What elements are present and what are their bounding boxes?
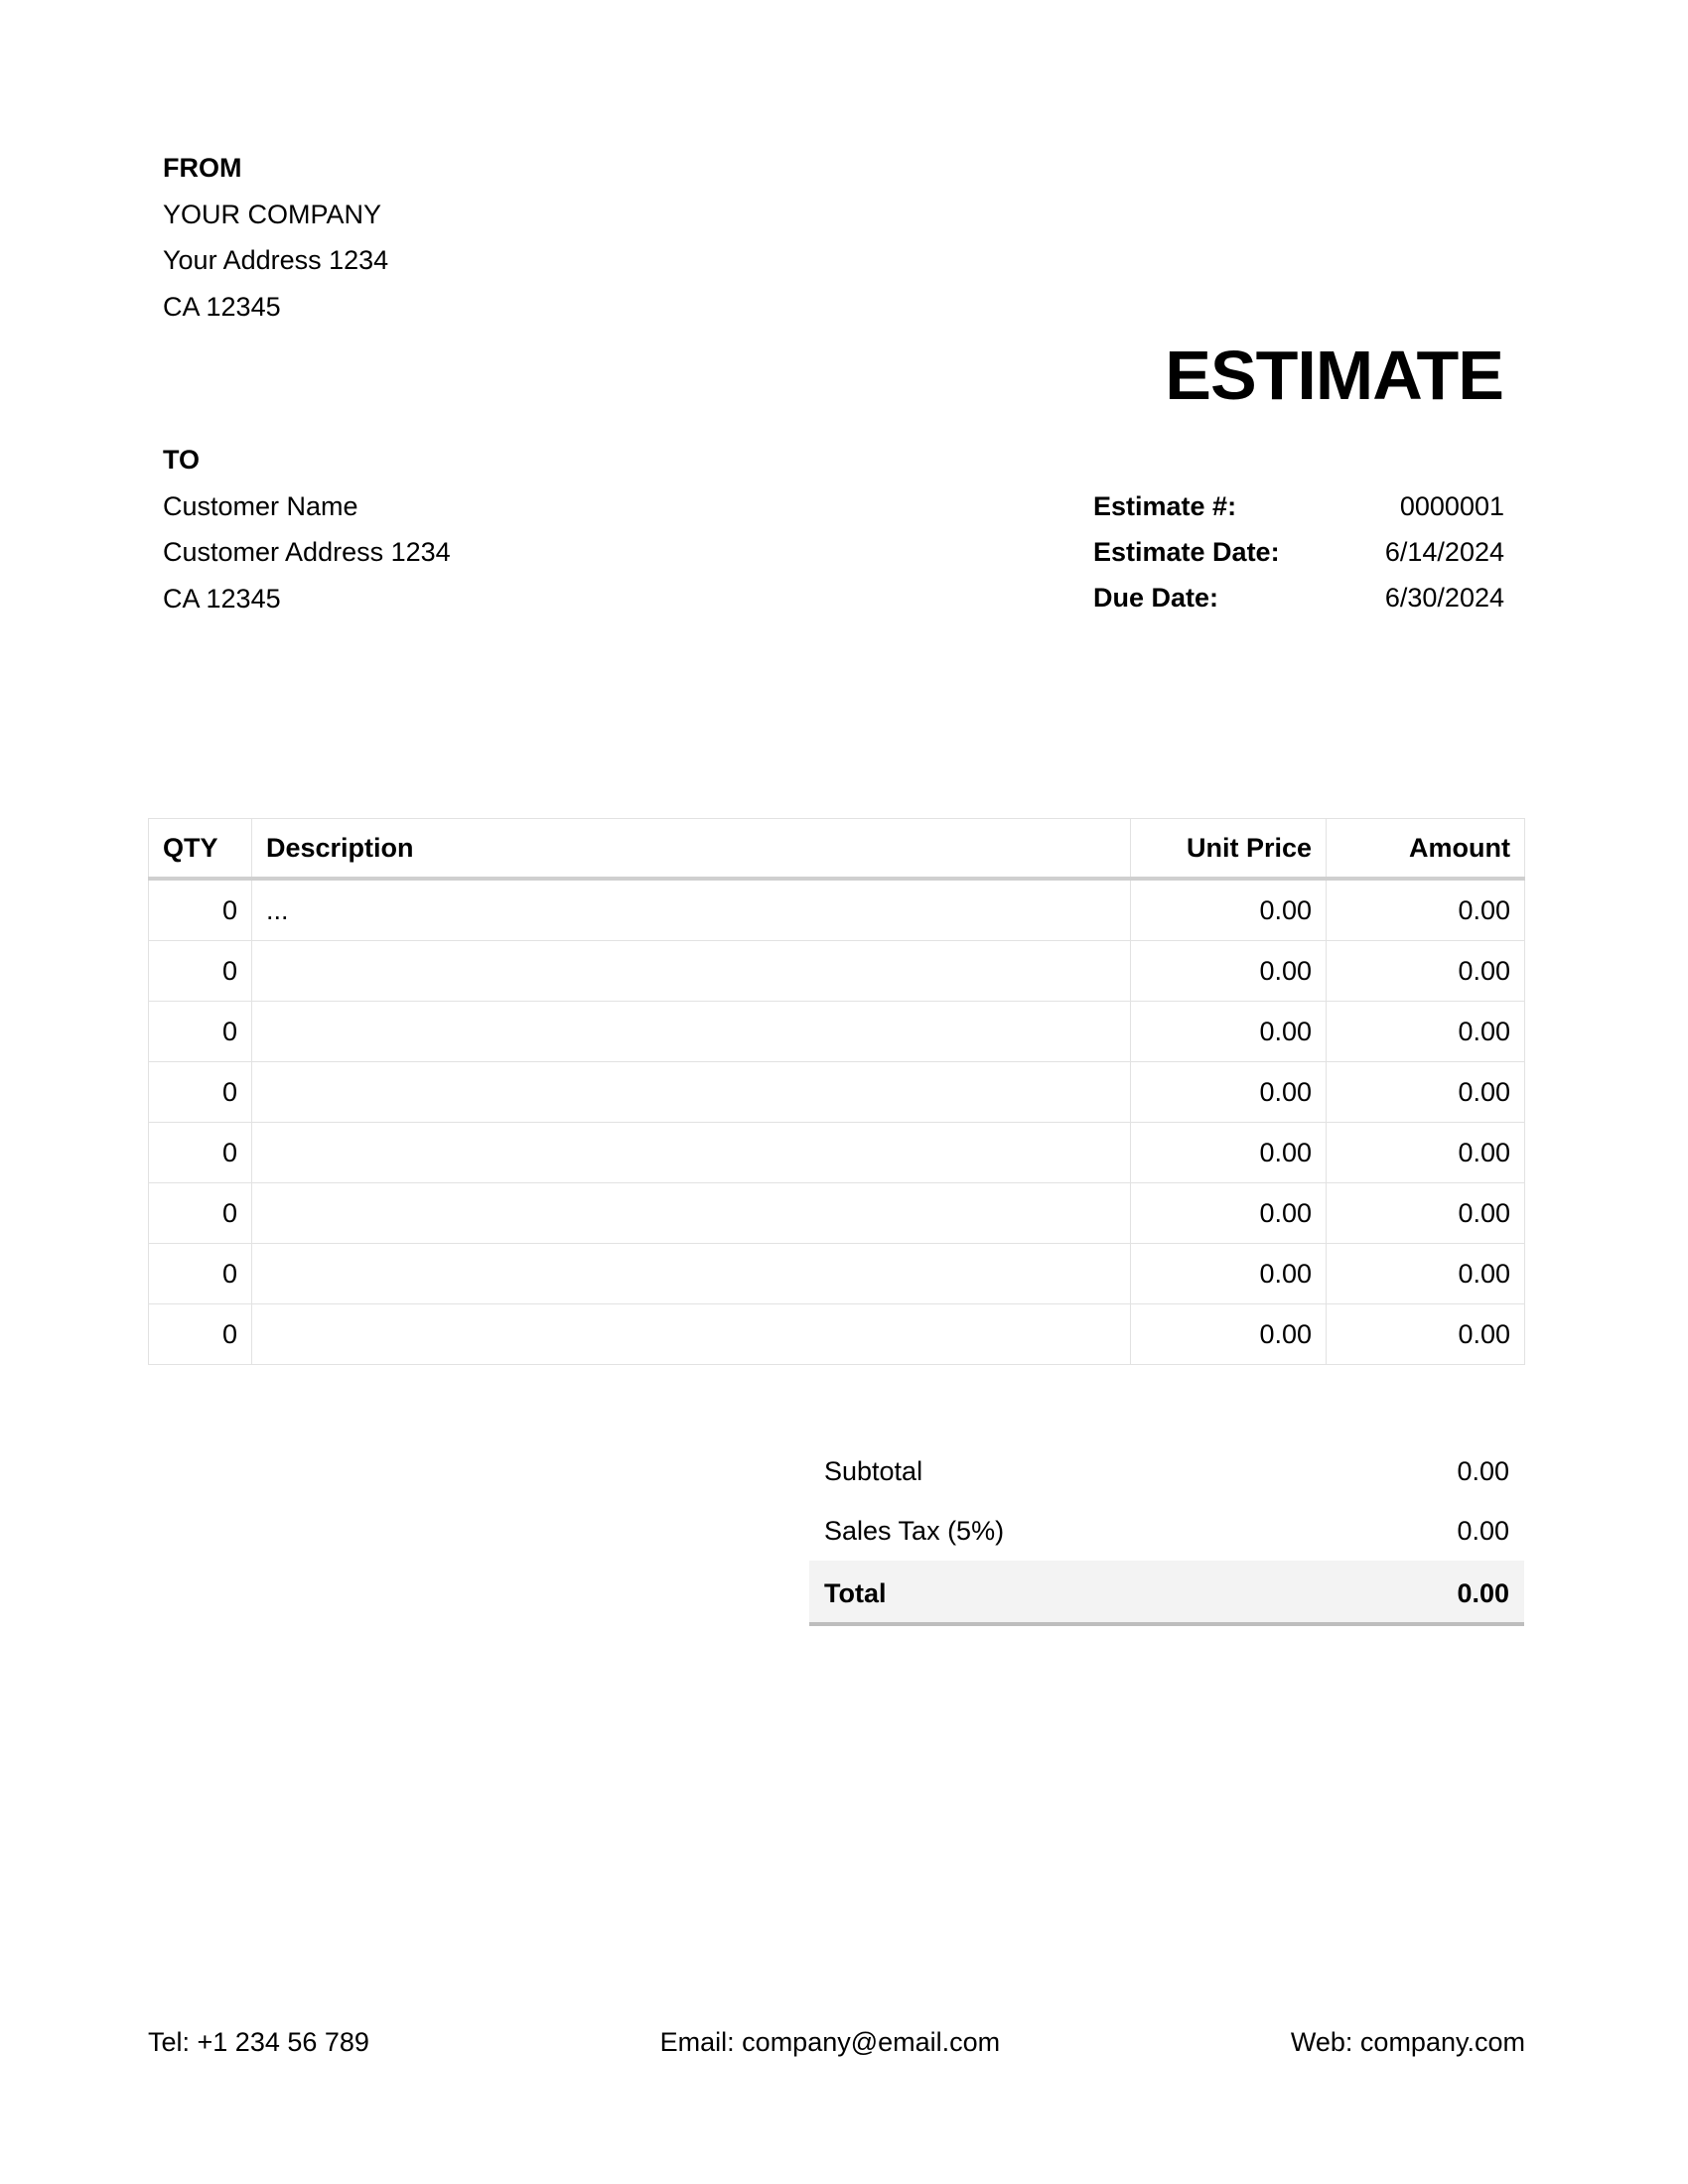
table-row: 0 0.00 0.00 xyxy=(148,940,1525,1002)
table-header-row: QTY Description Unit Price Amount xyxy=(148,818,1525,881)
from-block: FROM YOUR COMPANY Your Address 1234 CA 1… xyxy=(163,145,388,330)
unit-price-cell: 0.00 xyxy=(1130,1001,1328,1062)
footer-web: Web: company.com xyxy=(1290,2027,1525,2057)
footer-email: Email: company@email.com xyxy=(659,2027,1001,2057)
tax-value: 0.00 xyxy=(1457,1516,1509,1546)
amount-cell: 0.00 xyxy=(1326,1061,1525,1123)
subtotal-label: Subtotal xyxy=(824,1456,923,1486)
document-title: ESTIMATE xyxy=(1165,337,1504,414)
meta-due-date: Due Date: 6/30/2024 xyxy=(1093,575,1504,620)
meta-label: Estimate Date: xyxy=(1093,537,1280,567)
header-unit-price: Unit Price xyxy=(1130,818,1328,881)
meta-label: Estimate #: xyxy=(1093,491,1237,521)
qty-cell: 0 xyxy=(148,1182,252,1244)
footer: Tel: +1 234 56 789 Email: company@email.… xyxy=(148,2027,1525,2058)
line-items-table: QTY Description Unit Price Amount 0... 0.… xyxy=(148,818,1525,1365)
table-row: 0... 0.00 0.00 xyxy=(148,878,1525,941)
from-heading: FROM xyxy=(163,153,242,183)
table-row: 0 0.00 0.00 xyxy=(148,1243,1525,1304)
qty-cell: 0 xyxy=(148,878,252,941)
tax-label: Sales Tax (5%) xyxy=(824,1516,1005,1546)
unit-price-cell: 0.00 xyxy=(1130,878,1328,941)
to-name: Customer Name xyxy=(163,490,358,521)
total-label: Total xyxy=(824,1578,887,1608)
qty-cell: 0 xyxy=(148,1243,252,1304)
header-qty: QTY xyxy=(148,818,252,881)
meta-value: 6/14/2024 xyxy=(1384,537,1504,567)
meta-estimate-number: Estimate #: 0000001 xyxy=(1093,483,1504,529)
unit-price-cell: 0.00 xyxy=(1130,940,1328,1002)
to-heading: TO xyxy=(163,445,201,475)
footer-tel: Tel: +1 234 56 789 xyxy=(148,2027,369,2057)
amount-cell: 0.00 xyxy=(1326,878,1525,941)
subtotal-value: 0.00 xyxy=(1457,1456,1509,1486)
amount-cell: 0.00 xyxy=(1326,1243,1525,1304)
qty-cell: 0 xyxy=(148,1122,252,1183)
description-cell xyxy=(250,1122,1132,1183)
unit-price-cell: 0.00 xyxy=(1130,1122,1328,1183)
meta-value: 6/30/2024 xyxy=(1384,583,1504,613)
table-row: 0 0.00 0.00 xyxy=(148,1122,1525,1183)
total-value: 0.00 xyxy=(1457,1578,1509,1608)
from-address: Your Address 1234 xyxy=(163,245,389,275)
unit-price-cell: 0.00 xyxy=(1130,1243,1328,1304)
description-cell xyxy=(250,1061,1132,1123)
tax-row: Sales Tax (5%) 0.00 xyxy=(809,1501,1524,1561)
unit-price-cell: 0.00 xyxy=(1130,1303,1328,1365)
table-row: 0 0.00 0.00 xyxy=(148,1001,1525,1062)
qty-cell: 0 xyxy=(148,940,252,1002)
meta-estimate-date: Estimate Date: 6/14/2024 xyxy=(1093,529,1504,575)
from-company: YOUR COMPANY xyxy=(163,199,382,229)
description-cell xyxy=(250,1303,1132,1365)
header-amount: Amount xyxy=(1326,818,1525,881)
unit-price-cell: 0.00 xyxy=(1130,1061,1328,1123)
qty-cell: 0 xyxy=(148,1061,252,1123)
header-description: Description xyxy=(250,818,1132,881)
amount-cell: 0.00 xyxy=(1326,1122,1525,1183)
from-city: CA 12345 xyxy=(163,291,281,322)
description-cell: ... xyxy=(250,878,1132,941)
totals-block: Subtotal 0.00 Sales Tax (5%) 0.00 Total 0.0… xyxy=(809,1441,1524,1626)
table-row: 0 0.00 0.00 xyxy=(148,1061,1525,1123)
table-row: 0 0.00 0.00 xyxy=(148,1182,1525,1244)
amount-cell: 0.00 xyxy=(1326,1001,1525,1062)
total-row: Total 0.00 xyxy=(809,1561,1524,1626)
qty-cell: 0 xyxy=(148,1001,252,1062)
amount-cell: 0.00 xyxy=(1326,1303,1525,1365)
table-row: 0 0.00 0.00 xyxy=(148,1303,1525,1365)
subtotal-row: Subtotal 0.00 xyxy=(809,1441,1524,1501)
to-address: Customer Address 1234 xyxy=(163,537,451,567)
amount-cell: 0.00 xyxy=(1326,1182,1525,1244)
description-cell xyxy=(250,940,1132,1002)
description-cell xyxy=(250,1001,1132,1062)
to-city: CA 12345 xyxy=(163,583,281,614)
description-cell xyxy=(250,1243,1132,1304)
meta-value: 0000001 xyxy=(1399,491,1504,521)
description-cell xyxy=(250,1182,1132,1244)
amount-cell: 0.00 xyxy=(1326,940,1525,1002)
unit-price-cell: 0.00 xyxy=(1130,1182,1328,1244)
meta-label: Due Date: xyxy=(1093,583,1219,613)
qty-cell: 0 xyxy=(148,1303,252,1365)
to-block: TO Customer Name Customer Address 1234 C… xyxy=(163,437,451,621)
